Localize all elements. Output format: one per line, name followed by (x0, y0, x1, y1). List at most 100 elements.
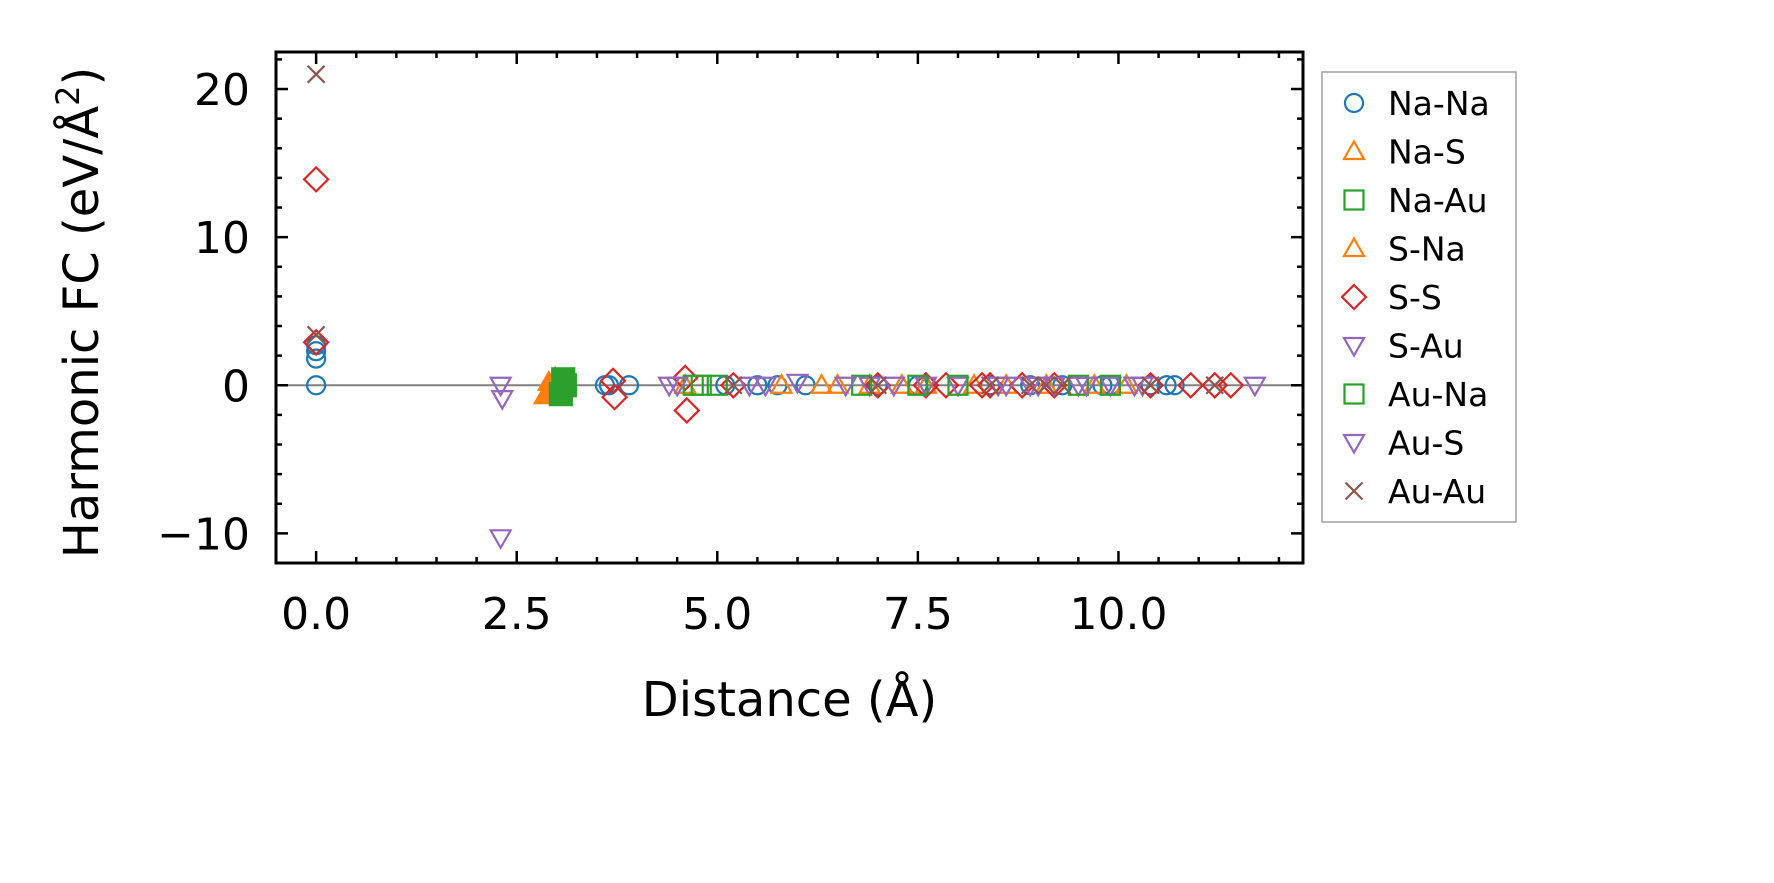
point-au-au (1020, 375, 1040, 395)
x-stroke (1205, 375, 1225, 395)
point-s-s (932, 371, 960, 399)
point-s-na (769, 373, 794, 394)
point-s-na (1034, 373, 1059, 394)
point-s-na (825, 373, 850, 394)
point-au-au (1036, 375, 1056, 395)
point-s-s (671, 364, 699, 392)
legend-item-na-na: Na-Na (1343, 84, 1490, 123)
legend-box (1321, 71, 1517, 523)
point-na-na (979, 375, 1001, 396)
x-tick-label: 10.0 (1069, 589, 1167, 640)
y-axis-label-close: ) (54, 67, 110, 86)
legend-label-na-s: Na-S (1388, 133, 1466, 172)
point-s-na (1114, 373, 1139, 394)
x-stroke (306, 64, 326, 84)
legend-label-na-au: Na-Au (1388, 181, 1488, 220)
point-s-na (1082, 373, 1107, 394)
point-au-s (1018, 376, 1043, 398)
legend-marker-s-s (1340, 283, 1368, 311)
x-tick-label: 2.5 (482, 589, 552, 640)
point-au-na (690, 374, 712, 396)
x-stroke (724, 375, 743, 395)
legend-marker-au-na (1343, 383, 1365, 405)
x-stroke (980, 375, 1000, 395)
x-stroke (1344, 481, 1364, 501)
point-au-s (881, 376, 906, 398)
point-s-s (302, 165, 330, 193)
data-points (302, 64, 1267, 551)
y-axis-label-superscript: 2 (49, 85, 87, 105)
point-au-au (1053, 375, 1072, 395)
point-s-s (1217, 371, 1245, 399)
point-au-na (706, 374, 728, 396)
series-au-na (682, 374, 1122, 396)
point-au-na (1099, 374, 1122, 396)
legend-label-na-na: Na-Na (1388, 84, 1490, 123)
point-s-na (809, 373, 834, 394)
point-na-na (867, 375, 888, 396)
point-au-au (1141, 375, 1160, 395)
point-s-au (946, 376, 970, 398)
series-au-au (306, 64, 1225, 395)
legend-label-au-na: Au-Na (1388, 375, 1488, 414)
point-s-s (599, 367, 627, 395)
point-s-au (1242, 376, 1267, 398)
legend-item-au-s: Au-S (1342, 424, 1464, 463)
legend-marker-au-s (1342, 433, 1366, 455)
point-au-s (1074, 376, 1099, 398)
legend-item-au-au: Au-Au (1344, 472, 1486, 511)
legend-marker-s-au (1342, 336, 1366, 358)
point-s-s (673, 396, 701, 424)
legend-label-s-au: S-Au (1388, 327, 1464, 366)
point-na-na (1052, 375, 1073, 396)
point-au-s (665, 376, 690, 398)
point-s-au (490, 389, 515, 411)
point-na-au (552, 373, 577, 398)
x-stroke (1036, 375, 1056, 395)
legend-label-au-s: Au-S (1388, 424, 1464, 463)
point-na-na (598, 375, 620, 396)
x-stroke (1020, 375, 1040, 395)
point-na-na (306, 341, 327, 362)
point-au-na (947, 374, 969, 396)
legend-label-s-s: S-S (1388, 278, 1442, 317)
plot-frame (274, 50, 1305, 565)
y-tick-label: 10 (194, 213, 250, 264)
legend-item-s-au: S-Au (1342, 327, 1464, 366)
x-tick-label: 7.5 (883, 589, 953, 640)
point-au-na (1067, 374, 1089, 396)
point-na-na (1140, 375, 1161, 396)
point-s-au (488, 529, 513, 551)
series-au-s (665, 376, 1147, 398)
legend-marker-na-s (1342, 139, 1366, 161)
point-au-au (724, 375, 743, 395)
x-stroke (306, 325, 326, 345)
x-stroke (1141, 375, 1160, 395)
x-tick-label: 5.0 (682, 589, 752, 640)
legend-item-na-s: Na-S (1342, 133, 1466, 172)
legend-item-s-s: S-S (1340, 278, 1442, 317)
y-tick-label: 20 (194, 65, 250, 116)
point-na-na (1164, 375, 1185, 396)
point-au-s (753, 376, 778, 398)
y-axis-label: Harmonic FC (eV/Å2) (49, 67, 110, 559)
legend-label-au-au: Au-Au (1388, 472, 1486, 511)
y-axis-label-main: Harmonic FC (eV/Å (53, 106, 110, 559)
point-s-au (1098, 376, 1123, 398)
legend-marker-na-na (1343, 92, 1365, 114)
legend-item-na-au: Na-Au (1343, 181, 1488, 220)
x-tick-label: 0.0 (281, 589, 351, 640)
x-axis-label: Distance (Å) (642, 671, 937, 728)
point-au-na (907, 374, 929, 396)
point-au-s (833, 376, 858, 398)
point-au-au (980, 375, 1000, 395)
point-s-au (488, 376, 513, 398)
point-au-au (868, 375, 888, 395)
point-au-au (1205, 375, 1225, 395)
point-s-au (785, 373, 810, 395)
legend-item-s-na: S-Na (1342, 230, 1466, 269)
y-tick-label: −10 (157, 509, 250, 560)
legend-marker-s-na (1342, 236, 1366, 258)
x-stroke (868, 375, 888, 395)
